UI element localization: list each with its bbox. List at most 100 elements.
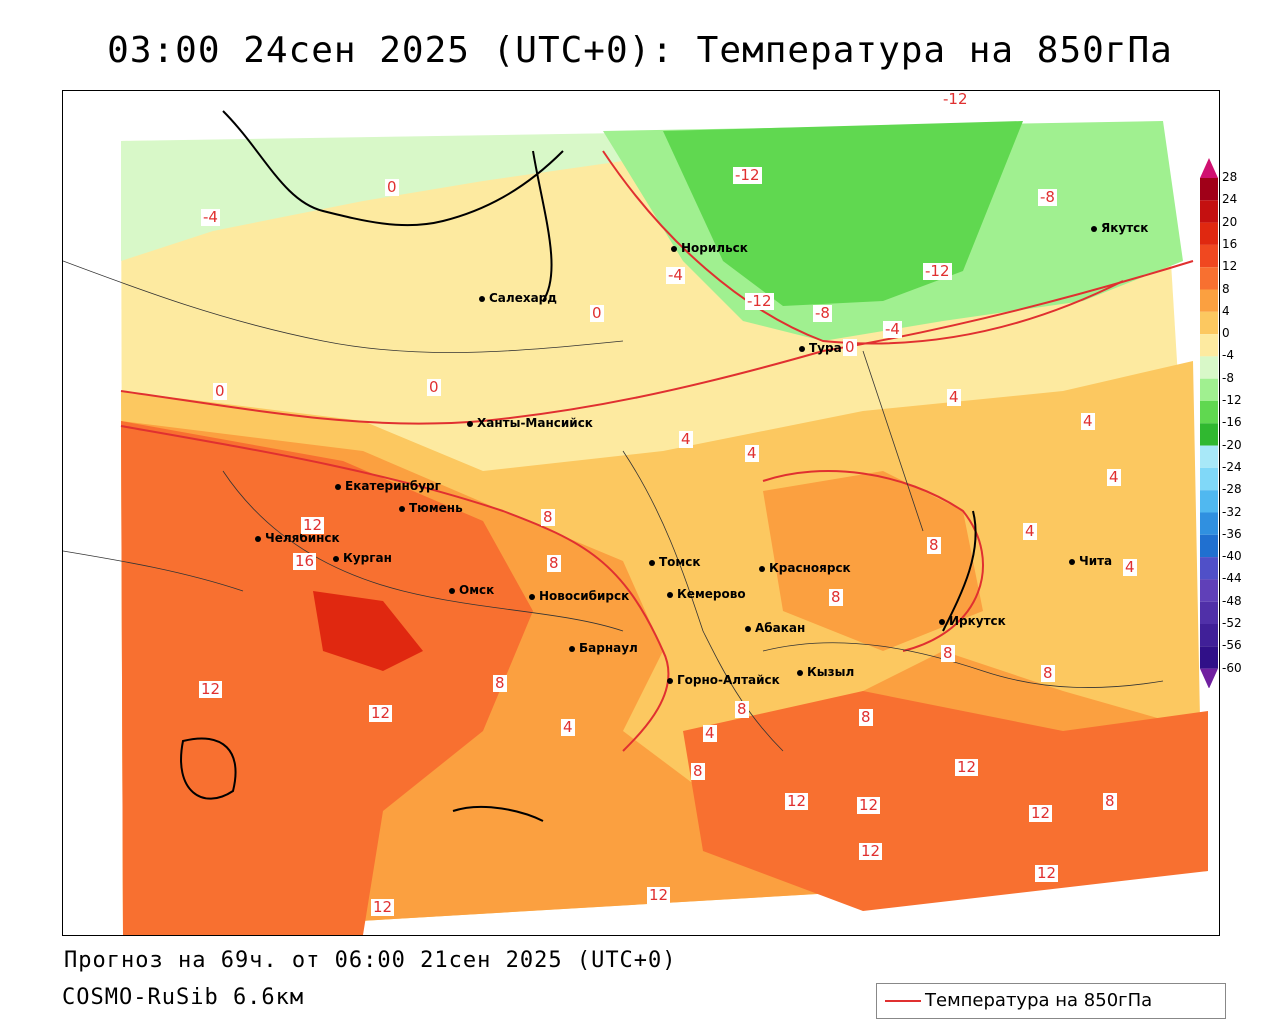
city-label: Иркутск: [939, 614, 1006, 628]
colorbar-tick-label: -60: [1222, 660, 1242, 675]
colorbar-tick-label: 0: [1222, 326, 1230, 341]
isoline-label: 4: [745, 444, 759, 462]
colorbar-gradient: [1200, 158, 1218, 689]
colorbar-segment: [1200, 534, 1218, 558]
colorbar-segment: [1200, 267, 1218, 290]
isoline-label: 8: [829, 588, 843, 606]
map-title: 03:00 24сен 2025 (UTC+0): Температура на…: [107, 30, 1173, 71]
isoline-label: 8: [1041, 664, 1055, 682]
colorbar-tick-label: -40: [1222, 549, 1242, 564]
colorbar-tick-label: -44: [1222, 571, 1242, 586]
isoline-label: 4: [561, 718, 575, 736]
isoline-label: 0: [590, 304, 604, 322]
colorbar-segment: [1200, 490, 1218, 513]
isoline-label: 8: [735, 700, 749, 718]
isoline-label: 4: [947, 388, 961, 406]
isoline-label: 12: [199, 680, 223, 698]
city-label: Тура: [799, 341, 842, 355]
colorbar-tick-label: -8: [1222, 370, 1234, 385]
legend-line-swatch: [885, 1000, 921, 1002]
colorbar-segment: [1200, 289, 1218, 312]
city-label: Ханты-Мансийск: [467, 416, 593, 430]
isoline-label: 12: [369, 704, 393, 722]
isoline-label: -12: [941, 90, 970, 108]
city-label: Салехард: [479, 291, 557, 305]
city-label: Челябинск: [255, 531, 340, 545]
colorbar-tick-label: -52: [1222, 616, 1242, 630]
colorbar-segment: [1200, 178, 1218, 201]
colorbar-segment: [1200, 222, 1218, 245]
isoline-label: 4: [679, 430, 693, 448]
colorbar-tick-label: -48: [1222, 593, 1242, 608]
colorbar-segment: [1200, 378, 1218, 401]
isoline-label: 8: [691, 762, 705, 780]
isoline-label: 16: [293, 552, 317, 570]
colorbar-segment: [1200, 624, 1218, 647]
city-label: Чита: [1069, 554, 1112, 568]
colorbar-segment: [1200, 356, 1218, 379]
city-label: Екатеринбург: [335, 479, 441, 493]
colorbar-tick-label: 12: [1222, 259, 1238, 274]
colorbar-tick-label: -4: [1222, 348, 1234, 363]
colorbar-tick-label: -32: [1222, 504, 1242, 519]
colorbar-segment: [1200, 423, 1218, 446]
isoline-label: 8: [547, 554, 561, 572]
city-label: Тюмень: [399, 501, 463, 515]
colorbar-segment: [1200, 579, 1218, 602]
legend: Температура на 850гПа: [876, 983, 1226, 1019]
isoline-label: 0: [843, 338, 857, 356]
isoline-label: 12: [785, 792, 809, 810]
colorbar-segment: [1200, 401, 1218, 424]
isoline-label: -8: [1038, 188, 1057, 206]
colorbar-tick-label: -28: [1222, 482, 1242, 497]
isoline-label: 8: [927, 536, 941, 554]
isoline-label: -4: [883, 320, 902, 338]
isoline-label: -4: [666, 266, 685, 284]
city-label: Норильск: [671, 241, 748, 255]
colorbar-tick-label: 28: [1222, 170, 1238, 184]
colorbar-segment: [1200, 334, 1218, 357]
colorbar-segment: [1200, 200, 1218, 223]
city-label: Красноярск: [759, 561, 851, 575]
isoline-label: 4: [703, 724, 717, 742]
isoline-label: 8: [541, 508, 555, 526]
colorbar-min-arrow: [1200, 668, 1218, 689]
colorbar-segment: [1200, 601, 1218, 624]
city-label: Томск: [649, 555, 701, 569]
colorbar-tick-label: -36: [1222, 526, 1242, 541]
isoline-label: 12: [1029, 804, 1053, 822]
isoline-label: 4: [1123, 558, 1137, 576]
colorbar-tick-label: 8: [1222, 281, 1230, 296]
city-label: Новосибирск: [529, 589, 629, 603]
isoline-label: 12: [859, 842, 883, 860]
isoline-label: -12: [745, 292, 774, 310]
colorbar-tick-label: -24: [1222, 459, 1242, 474]
colorbar-tick-label: -16: [1222, 415, 1242, 430]
isoline-label: 12: [301, 516, 325, 534]
forecast-info: Прогноз на 69ч. от 06:00 21сен 2025 (UTC…: [64, 948, 677, 973]
isoline-label: 8: [493, 674, 507, 692]
city-label: Кызыл: [797, 665, 854, 679]
isoline-label: 12: [371, 898, 395, 916]
isoline-label: 8: [1103, 792, 1117, 810]
isoline-label: -12: [923, 262, 952, 280]
colorbar-max-arrow: [1200, 158, 1218, 178]
isoline-label: -8: [813, 304, 832, 322]
colorbar-tick-label: -12: [1222, 393, 1242, 407]
isoline-label: 12: [955, 758, 979, 776]
isoline-label: 0: [213, 382, 227, 400]
isoline-label: 12: [1035, 864, 1059, 882]
colorbar-tick-label: -20: [1222, 437, 1242, 452]
colorbar: [1200, 158, 1218, 692]
isoline-label: 8: [941, 644, 955, 662]
colorbar-segment: [1200, 467, 1218, 491]
colorbar-segment: [1200, 557, 1218, 580]
isoline-label: 4: [1023, 522, 1037, 540]
colorbar-tick-label: 20: [1222, 214, 1238, 229]
city-label: Якутск: [1091, 221, 1148, 235]
isoline-label: 4: [1107, 468, 1121, 486]
colorbar-tick-label: 4: [1222, 303, 1230, 318]
isoline-label: -4: [201, 208, 220, 226]
colorbar-segment: [1200, 512, 1218, 535]
city-label: Барнаул: [569, 641, 638, 655]
